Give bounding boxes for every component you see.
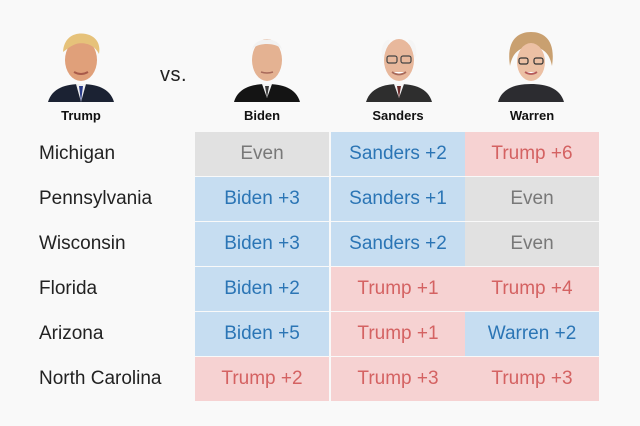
matchup-cell: Trump +2 — [195, 357, 329, 401]
matchup-cell: Even — [465, 222, 599, 266]
matchup-cell: Sanders +2 — [331, 222, 465, 266]
state-label: Arizona — [39, 323, 104, 344]
matchup-cell: Sanders +2 — [331, 132, 465, 176]
challenger-name-biden: Biden — [243, 108, 281, 123]
matchup-cell: Trump +1 — [331, 312, 465, 356]
matchup-cell: Warren +2 — [465, 312, 599, 356]
warren-portrait — [496, 26, 566, 102]
matchup-cell: Biden +3 — [195, 177, 329, 221]
challenger-name-sanders: Sanders — [372, 108, 424, 123]
state-label: Wisconsin — [39, 233, 126, 254]
matchup-cell: Biden +2 — [195, 267, 329, 311]
matchup-cell: Even — [195, 132, 329, 176]
matchup-cell: Trump +1 — [331, 267, 465, 311]
vs-label: vs. — [160, 64, 188, 86]
matchup-cell: Trump +3 — [465, 357, 599, 401]
incumbent-name: Trump — [61, 108, 101, 123]
state-label: Florida — [39, 278, 98, 299]
matchup-cell: Sanders +1 — [331, 177, 465, 221]
matchup-cell: Trump +4 — [465, 267, 599, 311]
matchup-cell: Biden +5 — [195, 312, 329, 356]
matchup-cell: Biden +3 — [195, 222, 329, 266]
biden-portrait — [232, 26, 302, 102]
matchup-cell: Trump +6 — [465, 132, 599, 176]
state-label: Michigan — [39, 143, 116, 164]
state-label: Pennsylvania — [39, 188, 153, 209]
matchup-cell: Trump +3 — [331, 357, 465, 401]
state-label: North Carolina — [39, 368, 162, 389]
trump-portrait — [46, 26, 116, 102]
challenger-name-warren: Warren — [509, 108, 555, 123]
sanders-portrait — [364, 26, 434, 102]
matchup-cell: Even — [465, 177, 599, 221]
